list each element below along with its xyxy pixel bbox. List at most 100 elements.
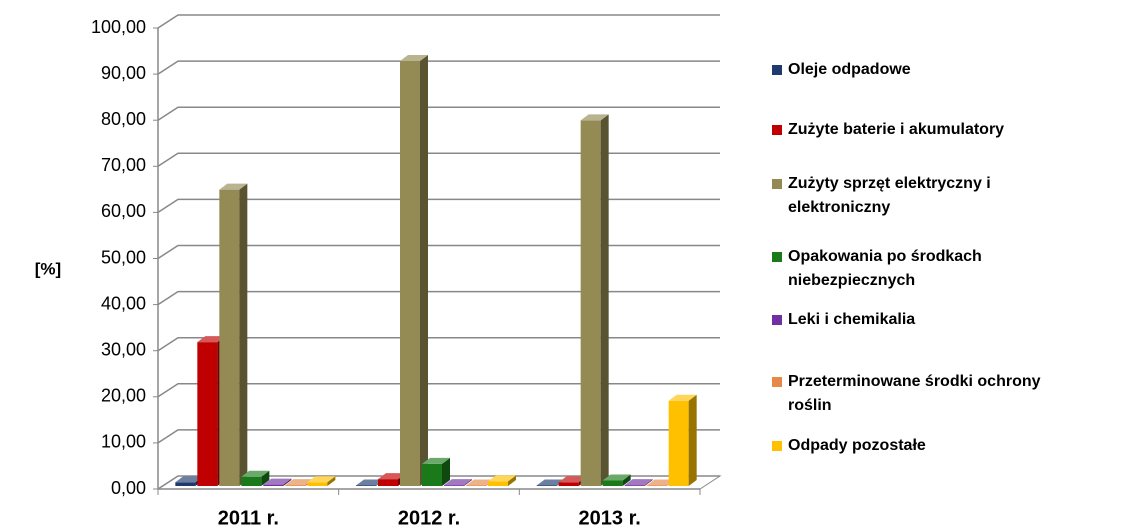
bar-face	[378, 473, 406, 480]
legend-swatch	[772, 441, 782, 451]
bar-face	[558, 482, 579, 486]
legend-item: Zużyty sprzęt elektryczny i elektroniczn…	[772, 172, 1102, 220]
bar-face	[197, 336, 226, 343]
bar	[400, 54, 428, 486]
grid-line	[157, 429, 720, 444]
bar-face	[602, 474, 631, 481]
grid-line	[157, 244, 720, 260]
x-tick-label: 2013 r.	[579, 507, 641, 529]
legend-swatch	[772, 65, 782, 75]
y-tick-label: 50,00	[101, 247, 146, 267]
y-axis-label: [%]	[35, 259, 61, 278]
bar	[241, 470, 270, 486]
grid-line	[157, 336, 720, 352]
bar	[488, 475, 516, 486]
x-tick-label: 2012 r.	[398, 507, 460, 529]
bar-face	[444, 479, 472, 486]
bar-face	[263, 478, 292, 485]
y-tick-label: 40,00	[101, 293, 146, 313]
legend-swatch	[772, 377, 782, 387]
bar-face	[239, 183, 248, 486]
legend-label: Leki i chemikalia	[788, 311, 916, 328]
bar-face	[241, 470, 270, 477]
y-tick-label: 80,00	[101, 109, 146, 129]
legend-label: Opakowania po środkach niebezpiecznych	[788, 248, 982, 289]
bar-face	[444, 485, 464, 486]
legend-item: Opakowania po środkach niebezpiecznych	[772, 245, 1102, 293]
bar	[263, 478, 292, 486]
grid-line	[157, 60, 720, 75]
legend-item: Oleje odpadowe	[772, 58, 1102, 82]
y-tick-label: 90,00	[101, 63, 146, 83]
legend-swatch	[772, 125, 782, 135]
bar-face	[263, 484, 284, 486]
y-tick-label: 10,00	[101, 432, 146, 452]
bar-face	[646, 479, 675, 486]
bar-face	[602, 480, 623, 486]
bar-face	[624, 485, 645, 486]
grid-line	[157, 290, 720, 306]
bar-face	[307, 482, 328, 486]
bar	[219, 183, 248, 486]
bar-face	[307, 476, 336, 483]
bar-face	[400, 60, 420, 486]
bar-face	[508, 475, 516, 486]
grid-line	[157, 383, 720, 398]
bar-face	[442, 457, 450, 486]
bar	[580, 114, 609, 486]
y-tick-label: 20,00	[101, 386, 146, 406]
bar	[307, 476, 336, 486]
bar-face	[283, 478, 292, 486]
bar-face	[422, 463, 442, 486]
y-tick-label: 30,00	[101, 339, 146, 359]
bar-face	[688, 394, 697, 486]
legend-swatch	[772, 315, 782, 325]
y-tick-label: 100,00	[91, 17, 146, 37]
grid-line	[157, 14, 720, 29]
bar-face	[400, 54, 428, 61]
bar-face	[536, 479, 565, 486]
bar-face	[219, 183, 248, 190]
legend-label: Przeterminowane środki ochrony roślin	[788, 373, 1041, 414]
bar-face	[285, 479, 314, 486]
y-tick-label: 0,00	[111, 478, 146, 498]
legend-label: Odpady pozostałe	[788, 437, 926, 454]
bar	[422, 457, 450, 486]
grid-line	[157, 198, 720, 214]
bar	[444, 479, 472, 486]
bar-face	[488, 481, 508, 486]
bar-face	[464, 479, 472, 486]
bar-face	[378, 479, 398, 486]
bar	[668, 394, 697, 486]
bar-face	[175, 482, 196, 486]
bar-face	[600, 114, 609, 486]
bar-face	[558, 476, 587, 483]
bar-face	[197, 342, 218, 486]
bar-face	[488, 475, 516, 482]
y-tick-label: 60,00	[101, 201, 146, 221]
bar-face	[327, 476, 336, 486]
bar-face	[580, 120, 601, 486]
legend-item: Zużyte baterie i akumulatory	[772, 118, 1102, 142]
bar-face	[644, 479, 653, 486]
bar-face	[580, 114, 609, 121]
grid-line	[157, 475, 720, 490]
legend-swatch	[772, 179, 782, 189]
legend-item: Leki i chemikalia	[772, 308, 1102, 332]
bar-face	[622, 474, 631, 486]
bar-face	[624, 479, 653, 486]
legend-label: Oleje odpadowe	[788, 61, 911, 78]
legend-label: Zużyte baterie i akumulatory	[788, 121, 1005, 138]
bar-face	[261, 470, 270, 486]
bar-face	[668, 394, 697, 401]
bar-face	[422, 457, 450, 464]
bar-face	[466, 479, 494, 486]
bar-face	[219, 189, 240, 486]
legend-swatch	[772, 252, 782, 262]
bar-face	[356, 479, 384, 486]
legend-item: Odpady pozostałe	[772, 434, 1102, 458]
bar-face	[241, 476, 262, 486]
legend-item: Przeterminowane środki ochrony roślin	[772, 370, 1102, 418]
